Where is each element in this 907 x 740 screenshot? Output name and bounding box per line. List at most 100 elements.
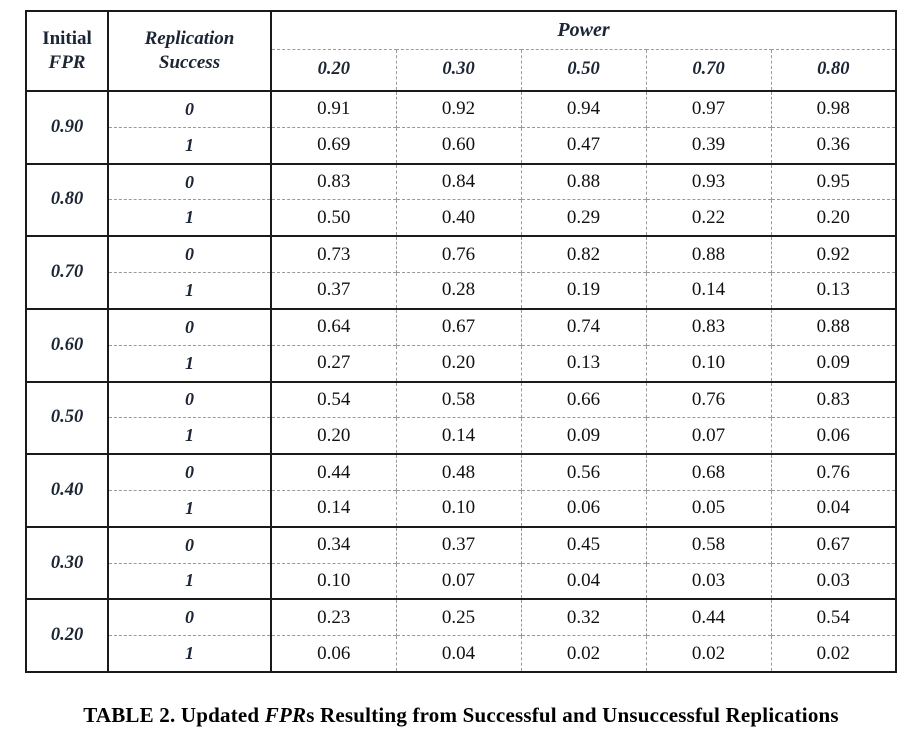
success-cell: 1 <box>108 272 272 309</box>
value-cell: 0.84 <box>395 162 521 200</box>
value-cell: 0.14 <box>271 489 396 527</box>
value-cell: 0.48 <box>395 453 521 491</box>
value-cell: 0.32 <box>520 598 646 636</box>
table-caption: TABLE 2. Updated FPRs Resulting from Suc… <box>25 703 897 728</box>
initial-fpr-cell: 0.30 <box>26 525 109 600</box>
value-cell: 0.83 <box>271 162 396 200</box>
value-cell: 0.34 <box>271 525 396 564</box>
success-cell: 1 <box>108 344 272 382</box>
value-cell: 0.44 <box>645 598 771 636</box>
table-row: 1 0.06 0.04 0.02 0.02 0.02 <box>26 635 896 672</box>
success-cell: 1 <box>108 126 272 164</box>
header-replication-label: Replication <box>144 28 235 50</box>
value-cell: 0.91 <box>271 89 396 128</box>
initial-fpr-cell: 0.60 <box>26 307 109 382</box>
table-row: 0.40 0 0.44 0.48 0.56 0.68 0.76 <box>26 453 896 527</box>
initial-fpr-cell: 0.50 <box>26 380 109 455</box>
caption-prefix: TABLE 2. Updated <box>83 703 265 727</box>
value-cell: 0.47 <box>520 126 646 164</box>
value-cell: 0.10 <box>645 344 771 382</box>
value-cell: 0.92 <box>770 235 896 273</box>
value-cell: 0.50 <box>271 199 396 237</box>
table-row: 0.50 0 0.54 0.58 0.66 0.76 0.83 <box>26 380 896 455</box>
value-cell: 0.64 <box>271 307 396 346</box>
value-cell: 0.37 <box>271 272 396 309</box>
value-cell: 0.28 <box>395 272 521 309</box>
value-cell: 0.83 <box>770 380 896 418</box>
table-row: 0.60 0 0.64 0.67 0.74 0.83 0.88 <box>26 307 896 382</box>
fpr-table: Initial FPR Replication Success Power 0.… <box>25 10 897 673</box>
caption-suffix: s Resulting from Successful and Unsucces… <box>306 703 839 727</box>
value-cell: 0.19 <box>520 272 646 309</box>
header-replication-success: Replication Success <box>108 11 272 92</box>
header-power-level: 0.30 <box>395 49 521 92</box>
value-cell: 0.07 <box>645 417 771 455</box>
value-cell: 0.66 <box>520 380 646 418</box>
value-cell: 0.82 <box>520 235 646 273</box>
success-cell: 0 <box>108 380 272 418</box>
value-cell: 0.88 <box>645 235 771 273</box>
value-cell: 0.09 <box>770 344 896 382</box>
value-cell: 0.40 <box>395 199 521 237</box>
value-cell: 0.93 <box>645 162 771 200</box>
value-cell: 0.05 <box>645 489 771 527</box>
header-power-level: 0.20 <box>271 49 396 92</box>
value-cell: 0.02 <box>520 635 646 672</box>
initial-fpr-cell: 0.80 <box>26 162 109 237</box>
value-cell: 0.76 <box>770 453 896 491</box>
value-cell: 0.58 <box>395 380 521 418</box>
initial-fpr-cell: 0.90 <box>26 90 109 164</box>
value-cell: 0.60 <box>395 126 521 164</box>
value-cell: 0.36 <box>770 126 896 164</box>
value-cell: 0.45 <box>520 525 646 564</box>
table-row: 0.20 0 0.23 0.25 0.32 0.44 0.54 <box>26 598 896 672</box>
table-row: 0.30 0 0.34 0.37 0.45 0.58 0.67 <box>26 525 896 600</box>
value-cell: 0.20 <box>395 344 521 382</box>
header-success-label: Success <box>158 52 221 73</box>
value-cell: 0.14 <box>395 417 521 455</box>
value-cell: 0.54 <box>770 598 896 636</box>
header-fpr-label: FPR <box>48 52 86 73</box>
value-cell: 0.02 <box>770 635 896 672</box>
value-cell: 0.76 <box>395 235 521 273</box>
table-row: 0.90 0 0.91 0.92 0.94 0.97 0.98 <box>26 89 896 164</box>
value-cell: 0.07 <box>395 562 521 600</box>
initial-fpr-cell: 0.20 <box>26 598 109 672</box>
value-cell: 0.20 <box>271 417 396 455</box>
value-cell: 0.29 <box>520 199 646 237</box>
value-cell: 0.37 <box>395 525 521 564</box>
value-cell: 0.94 <box>520 89 646 128</box>
value-cell: 0.54 <box>271 380 396 418</box>
table-row: 1 0.14 0.10 0.06 0.05 0.04 <box>26 489 896 527</box>
value-cell: 0.04 <box>770 489 896 527</box>
header-power-level: 0.50 <box>520 49 646 92</box>
table-row: 1 0.27 0.20 0.13 0.10 0.09 <box>26 344 896 382</box>
table-row: 1 0.10 0.07 0.04 0.03 0.03 <box>26 562 896 600</box>
value-cell: 0.67 <box>395 307 521 346</box>
initial-fpr-cell: 0.40 <box>26 453 109 527</box>
value-cell: 0.20 <box>770 199 896 237</box>
initial-fpr-cell: 0.70 <box>26 235 109 309</box>
header-power: Power <box>271 11 896 50</box>
table-row: 1 0.37 0.28 0.19 0.14 0.13 <box>26 272 896 309</box>
table-row: 1 0.69 0.60 0.47 0.39 0.36 <box>26 126 896 164</box>
value-cell: 0.92 <box>395 89 521 128</box>
value-cell: 0.88 <box>520 162 646 200</box>
table-row: 1 0.50 0.40 0.29 0.22 0.20 <box>26 199 896 237</box>
value-cell: 0.98 <box>770 89 896 128</box>
table-row: 1 0.20 0.14 0.09 0.07 0.06 <box>26 417 896 455</box>
success-cell: 0 <box>108 598 272 636</box>
success-cell: 0 <box>108 89 272 128</box>
value-cell: 0.95 <box>770 162 896 200</box>
success-cell: 1 <box>108 489 272 527</box>
value-cell: 0.10 <box>271 562 396 600</box>
value-cell: 0.83 <box>645 307 771 346</box>
value-cell: 0.13 <box>520 344 646 382</box>
value-cell: 0.56 <box>520 453 646 491</box>
success-cell: 0 <box>108 307 272 346</box>
value-cell: 0.67 <box>770 525 896 564</box>
table-row: 0.80 0 0.83 0.84 0.88 0.93 0.95 <box>26 162 896 237</box>
table-row: 0.70 0 0.73 0.76 0.82 0.88 0.92 <box>26 235 896 309</box>
success-cell: 1 <box>108 417 272 455</box>
header-initial-label: Initial <box>42 28 92 50</box>
